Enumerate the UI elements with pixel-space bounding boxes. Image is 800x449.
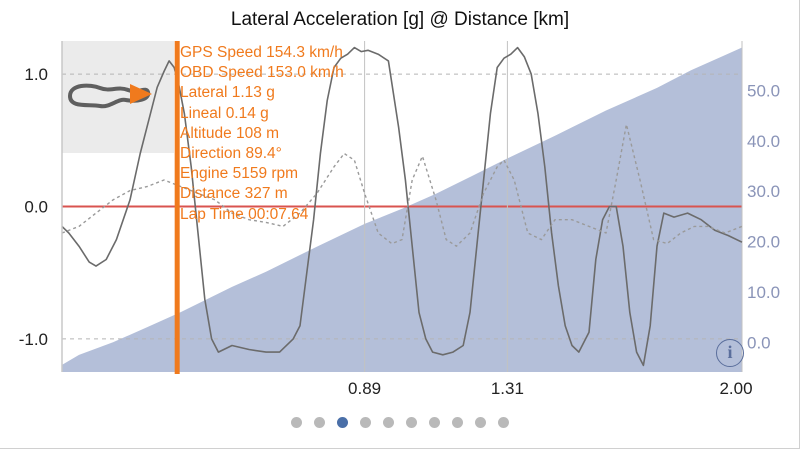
readout-lap-time: Lap Time 00:07.64 bbox=[180, 205, 309, 223]
readout-lateral: Lateral 1.13 g bbox=[180, 84, 275, 102]
page-dot[interactable] bbox=[314, 417, 325, 428]
series-lineal-line bbox=[61, 123, 743, 247]
readout-direction: Direction 89.4° bbox=[180, 145, 282, 163]
info-icon[interactable]: i bbox=[716, 339, 744, 367]
y2-tick-label: 50.0 bbox=[747, 81, 780, 100]
telemetry-readout: GPS Speed 154.3 km/h OBD Speed 153.0 km/… bbox=[180, 43, 344, 225]
y-tick-label: 0.0 bbox=[24, 198, 48, 217]
page-dot[interactable] bbox=[429, 417, 440, 428]
track-map-box bbox=[62, 41, 174, 153]
y2-tick-label: 10.0 bbox=[747, 283, 780, 302]
page-dot[interactable] bbox=[406, 417, 417, 428]
x-tick-label: 1.31 bbox=[491, 379, 524, 398]
page-dot[interactable] bbox=[360, 417, 371, 428]
y-tick-label: 1.0 bbox=[24, 65, 48, 84]
readout-lineal: Lineal 0.14 g bbox=[180, 104, 269, 122]
readout-distance: Distance 327 m bbox=[180, 185, 288, 203]
y2-tick-label: 0.0 bbox=[747, 333, 771, 352]
readout-obd-speed: OBD Speed 153.0 km/h bbox=[180, 64, 344, 82]
chart-title: Lateral Acceleration [g] @ Distance [km] bbox=[230, 9, 570, 30]
page-dot[interactable] bbox=[291, 417, 302, 428]
y2-tick-label: 20.0 bbox=[747, 233, 780, 252]
track-map-icon bbox=[67, 83, 152, 109]
y2-tick-label: 30.0 bbox=[747, 182, 780, 201]
page-dot[interactable] bbox=[383, 417, 394, 428]
readout-engine: Engine 5159 rpm bbox=[180, 165, 299, 183]
x-tick-label: 2.00 bbox=[719, 379, 752, 398]
readout-altitude: Altitude 108 m bbox=[180, 124, 280, 142]
y-tick-label: -1.0 bbox=[19, 330, 48, 349]
page-dot[interactable] bbox=[337, 417, 348, 428]
readout-gps-speed: GPS Speed 154.3 km/h bbox=[180, 44, 343, 61]
page-indicator[interactable] bbox=[0, 417, 800, 429]
x-tick-label: 0.89 bbox=[348, 379, 381, 398]
page-dot[interactable] bbox=[498, 417, 509, 428]
y2-tick-label: 40.0 bbox=[747, 132, 780, 151]
page-dot[interactable] bbox=[452, 417, 463, 428]
series-area-0 bbox=[62, 47, 742, 372]
page-dot[interactable] bbox=[475, 417, 486, 428]
